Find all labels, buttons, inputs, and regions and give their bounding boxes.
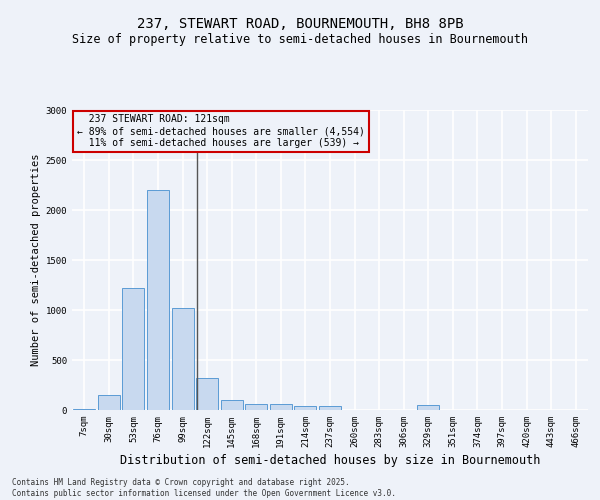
Bar	[221, 400, 243, 410]
Bar	[73, 409, 95, 410]
Bar	[417, 405, 439, 410]
Bar	[122, 288, 145, 410]
X-axis label: Distribution of semi-detached houses by size in Bournemouth: Distribution of semi-detached houses by …	[120, 454, 540, 467]
Bar	[319, 406, 341, 410]
Bar	[245, 404, 268, 410]
Text: Size of property relative to semi-detached houses in Bournemouth: Size of property relative to semi-detach…	[72, 32, 528, 46]
Bar	[147, 190, 169, 410]
Bar	[98, 395, 120, 410]
Y-axis label: Number of semi-detached properties: Number of semi-detached properties	[31, 154, 41, 366]
Text: 237 STEWART ROAD: 121sqm
← 89% of semi-detached houses are smaller (4,554)
  11%: 237 STEWART ROAD: 121sqm ← 89% of semi-d…	[77, 114, 365, 148]
Bar	[295, 406, 316, 410]
Bar	[270, 404, 292, 410]
Text: 237, STEWART ROAD, BOURNEMOUTH, BH8 8PB: 237, STEWART ROAD, BOURNEMOUTH, BH8 8PB	[137, 18, 463, 32]
Text: Contains HM Land Registry data © Crown copyright and database right 2025.
Contai: Contains HM Land Registry data © Crown c…	[12, 478, 396, 498]
Bar	[196, 378, 218, 410]
Bar	[172, 308, 194, 410]
